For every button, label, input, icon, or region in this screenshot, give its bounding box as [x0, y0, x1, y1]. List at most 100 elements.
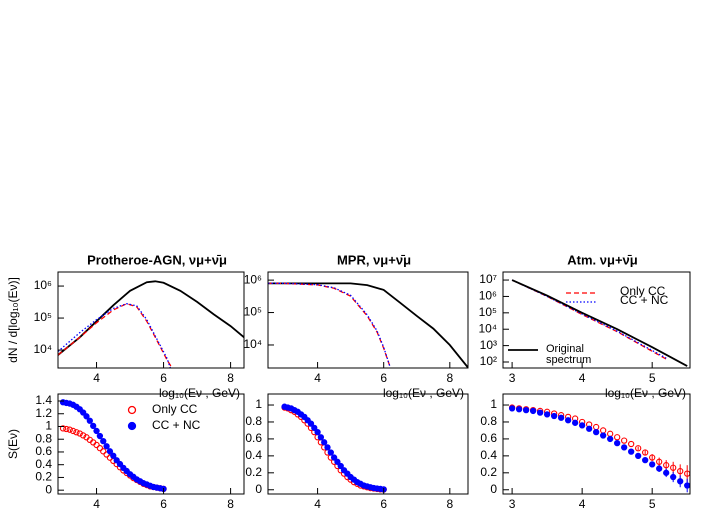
point [656, 465, 663, 472]
y-tick-label: 1.4 [35, 393, 52, 407]
y-tick-label: 0.6 [245, 431, 262, 445]
x-tick-label: 8 [227, 497, 234, 511]
y-tick-label: 0.8 [480, 414, 497, 428]
y-tick-label: 10² [480, 354, 497, 368]
y-tick-label: 0.4 [245, 448, 262, 462]
y-tick-label: 1 [45, 419, 52, 433]
point [83, 413, 90, 420]
point [317, 434, 325, 441]
point [550, 412, 558, 420]
point [103, 451, 110, 458]
point [628, 440, 635, 448]
plot-area [58, 280, 244, 368]
legend-label: CC + NC [152, 418, 201, 432]
point [93, 427, 100, 435]
point [100, 437, 107, 445]
x-tick-label: 8 [446, 497, 453, 511]
y-tick-label: 1 [490, 397, 497, 411]
y-tick-label: 0.8 [245, 414, 262, 428]
y-tick-label: 10⁶ [479, 289, 497, 303]
point [86, 417, 93, 424]
point [614, 440, 621, 447]
x-tick-label: 4 [93, 497, 100, 511]
line [58, 303, 171, 368]
point [557, 414, 565, 421]
x-tick-label: 8 [227, 371, 234, 385]
x-tick-label: 6 [160, 371, 167, 385]
y-tick-label: 10³ [480, 338, 497, 352]
y-tick-label: 1.2 [35, 406, 52, 420]
x-tick-label: 8 [446, 371, 453, 385]
plot-area [508, 404, 690, 493]
point [307, 420, 315, 427]
x-tick-label: 6 [380, 371, 387, 385]
y-tick-label: 1 [255, 397, 262, 411]
y-tick-label: 10⁵ [244, 305, 262, 319]
point [649, 454, 656, 461]
point [79, 432, 87, 439]
point [607, 430, 614, 437]
point [73, 429, 80, 436]
point [334, 458, 341, 465]
line [268, 282, 468, 368]
x-axis-label: log₁₀(Eν , GeV) [605, 386, 686, 400]
x-axis-label: log₁₀(Eν , GeV) [159, 386, 240, 400]
point [684, 482, 690, 489]
point [677, 478, 684, 485]
legend-label: Only CC [620, 284, 666, 298]
point [110, 452, 117, 459]
point [90, 422, 97, 429]
point [522, 406, 530, 414]
point [663, 462, 670, 469]
point [59, 425, 67, 432]
legend-label: Only CC [152, 402, 198, 416]
y-tick-label: 0.6 [35, 444, 52, 458]
point [677, 467, 684, 475]
x-tick-label: 4 [93, 371, 100, 385]
point [324, 444, 331, 451]
y-tick-label: 0 [45, 482, 52, 496]
point [670, 464, 677, 471]
point [621, 444, 628, 451]
frame [57, 271, 245, 369]
y-tick-label: 10⁴ [33, 342, 52, 356]
y-tick-label: 10⁵ [479, 305, 497, 319]
line [58, 303, 173, 368]
x-axis-label: log₁₀(Eν , GeV) [383, 386, 464, 400]
y-tick-label: 10⁵ [34, 310, 52, 324]
y-tick-label: 10⁴ [478, 321, 497, 335]
point [63, 425, 70, 433]
point [628, 448, 635, 455]
panel-title: MPR, νμ+ν̄μ [337, 252, 411, 267]
panel-title: Protheroe-AGN, νμ+ν̄μ [87, 252, 227, 267]
point [642, 449, 649, 456]
frame [502, 271, 691, 369]
y-tick-label: 10⁷ [479, 272, 497, 286]
legend-swatch [127, 421, 137, 431]
point [96, 432, 104, 440]
line [268, 282, 391, 368]
point [656, 458, 663, 465]
y-tick-label: 0.6 [480, 431, 497, 445]
legend-label-box: Original spectrum [546, 344, 591, 366]
y-tick-label: 0.4 [480, 448, 497, 462]
frame [267, 393, 469, 495]
frame [57, 393, 245, 495]
point [100, 448, 107, 455]
line [511, 279, 688, 367]
point [592, 428, 600, 436]
y-tick-label: 0 [255, 482, 262, 496]
point [635, 445, 642, 452]
legend-swatch [127, 405, 137, 415]
point [600, 432, 607, 439]
plot-area [59, 399, 167, 493]
point [663, 469, 670, 476]
plot-area [511, 279, 688, 367]
point [578, 422, 586, 429]
y-tick-label: 0.2 [480, 465, 497, 479]
x-tick-label: 4 [314, 371, 321, 385]
point [103, 443, 110, 450]
y-tick-label: 10⁶ [244, 272, 262, 286]
point [515, 406, 523, 413]
